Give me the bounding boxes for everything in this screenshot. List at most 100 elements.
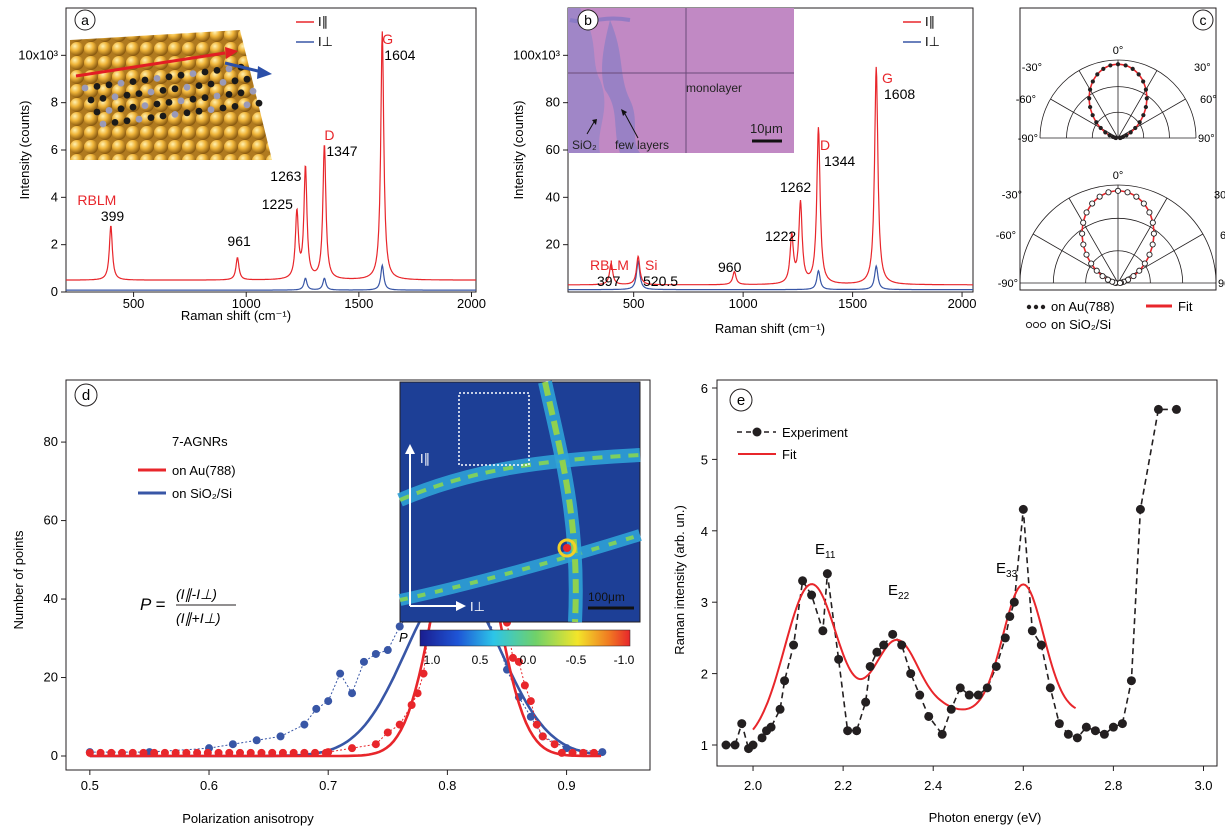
polar-point (1150, 230, 1157, 237)
panel-a-legend: I∥ I⊥ (296, 14, 333, 49)
panel-d-colorbar: P 1.0 0.5 0.0 -0.5 -1.0 (399, 629, 635, 667)
atom-marker (105, 107, 113, 114)
panel-a-series (65, 31, 476, 291)
colorbar-tick-label: 0.0 (520, 653, 537, 667)
atom-marker (129, 103, 137, 111)
atom-marker (141, 76, 149, 84)
experiment-point (1135, 504, 1145, 514)
experiment-point (852, 726, 862, 736)
atom-marker (213, 67, 221, 74)
experiment-point (818, 626, 828, 636)
peak-name: G (882, 70, 893, 86)
atom-marker (105, 81, 113, 89)
polar-point (1093, 267, 1100, 274)
atom-marker (177, 97, 185, 105)
hist-point (336, 669, 345, 678)
atom-marker (243, 101, 251, 109)
peak-value: 1608 (884, 86, 915, 102)
polar-point (1096, 193, 1103, 200)
experiment-point (1005, 611, 1015, 621)
series-line-1 (568, 259, 973, 291)
atom-marker (189, 95, 197, 103)
polar-point (1143, 104, 1148, 110)
atom-marker (207, 106, 215, 113)
experiment-point (964, 690, 974, 700)
polar-angle-label: 60° (1200, 94, 1217, 106)
x-tick-label: 2000 (948, 296, 977, 311)
panel-e-xlabel: Photon energy (eV) (929, 810, 1042, 825)
atom-marker (159, 87, 167, 94)
panel-b-xlabel: Raman shift (cm⁻¹) (715, 321, 825, 336)
peak-value: 1263 (270, 168, 301, 184)
panel-d-legend-sio2: on SiO₂/Si (172, 486, 232, 501)
atom-marker (189, 70, 197, 77)
panel-e-legend-fit: Fit (782, 447, 797, 462)
polar-angle-label: -90° (998, 278, 1018, 290)
panel-c-frame (1019, 7, 1217, 291)
experiment-point (1054, 719, 1064, 729)
experiment-point (982, 683, 992, 693)
experiment-point (807, 590, 817, 600)
panel-d-map-xlabel: I⊥ (470, 599, 485, 614)
atom-marker (99, 120, 107, 128)
x-tick-label: 1500 (344, 296, 373, 311)
y-tick-label: 80 (546, 95, 560, 110)
x-tick-label: 2.2 (834, 778, 852, 793)
experiment-point (1063, 729, 1073, 739)
x-tick-label: 0.5 (81, 778, 99, 793)
y-tick-label: 40 (546, 189, 560, 204)
experiment-point (730, 740, 740, 750)
polar-point (1124, 133, 1129, 138)
experiment-point (897, 640, 907, 650)
experiment-point (1000, 633, 1010, 643)
atom-marker (195, 82, 203, 89)
atom-marker (135, 115, 143, 123)
peak-value: 1222 (765, 228, 796, 244)
experiment-point (757, 733, 767, 743)
colorbar-tick-label: 0.5 (472, 653, 489, 667)
atom-marker (255, 99, 263, 107)
panel-d-frame (65, 379, 651, 771)
atom-marker (123, 91, 131, 99)
experiment-point (1009, 597, 1019, 607)
atom-marker (207, 80, 215, 88)
peak-value: 1347 (326, 143, 357, 159)
polar-angle-label: 90° (1198, 133, 1215, 145)
polar-angle-label: 0° (1113, 170, 1124, 182)
polar-angle-label: -90° (1018, 133, 1038, 145)
y-tick-label: 2 (51, 237, 58, 252)
polar-spoke (1117, 70, 1158, 139)
panel-d-map-inset: I∥ I⊥ 100μm (397, 380, 642, 623)
experiment-point (861, 697, 871, 707)
y-tick-label: 5 (701, 452, 708, 467)
y-tick-label: 3 (701, 595, 708, 610)
series-line-1 (66, 263, 476, 291)
peak-name: D (324, 127, 334, 143)
polar-point (1083, 251, 1090, 258)
y-tick-label: 20 (546, 237, 560, 252)
panel-d-ticks: 0.5 0.6 0.7 0.8 0.9 0 20 40 60 80 (44, 434, 576, 793)
panel-a-ylabel: Intensity (counts) (17, 101, 32, 200)
polar-point (1104, 276, 1111, 283)
polar-point (1107, 133, 1112, 138)
atom-marker (243, 75, 251, 83)
experiment-point (1153, 404, 1163, 414)
x-tick-label: 1000 (232, 296, 261, 311)
hist-point (526, 697, 535, 706)
atom-marker (147, 114, 155, 121)
polar-spoke (1117, 98, 1186, 139)
panel-d-label-badge: d (74, 383, 98, 407)
panel-b-legend-perp: I⊥ (925, 34, 940, 49)
atom-marker (153, 75, 161, 82)
atom-marker (111, 93, 119, 101)
colorbar-tick-label: 1.0 (424, 653, 441, 667)
x-tick-label: 2.0 (744, 778, 762, 793)
panel-b-inset-few: few layers (615, 138, 669, 152)
panel-e-ann-e22: E22 (888, 582, 910, 602)
peak-value: 1604 (384, 47, 415, 63)
experiment-point (1081, 722, 1091, 732)
peak-name: D (820, 137, 830, 153)
x-tick-label: 500 (623, 296, 645, 311)
colorbar-tick-label: -0.5 (566, 653, 587, 667)
y-tick-label: 60 (546, 142, 560, 157)
